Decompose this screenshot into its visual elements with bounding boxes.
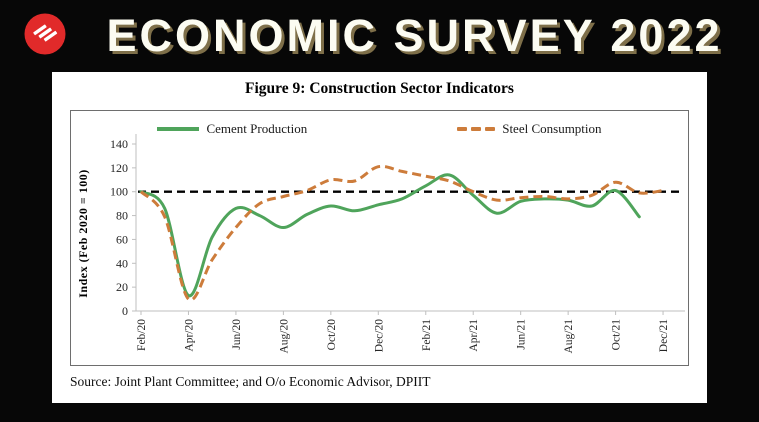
svg-text:Aug/21: Aug/21 <box>563 319 575 354</box>
svg-text:Jun/21: Jun/21 <box>516 319 528 350</box>
svg-text:Jun/20: Jun/20 <box>231 319 243 350</box>
svg-text:Aug/20: Aug/20 <box>278 319 290 354</box>
source-note: Source: Joint Plant Committee; and O/o E… <box>70 374 431 389</box>
banner: ECONOMIC SURVEY 2022 <box>0 0 759 72</box>
svg-text:Dec/20: Dec/20 <box>373 319 385 352</box>
svg-text:Oct/21: Oct/21 <box>611 319 623 351</box>
line-chart: 0 20 40 60 80 100 120 140 Feb/20 Apr/20 Jun/20 Aug/… <box>110 134 685 354</box>
legend-item-steel: Steel Consumption <box>457 121 602 137</box>
svg-text:Feb/20: Feb/20 <box>136 319 148 351</box>
logo-roundel-icon <box>24 13 66 55</box>
svg-text:80: 80 <box>116 209 128 223</box>
chart-legend: Cement Production Steel Consumption <box>71 121 688 137</box>
y-axis-title: Index (Feb 2020 = 100) <box>75 168 90 298</box>
svg-text:Apr/21: Apr/21 <box>468 319 480 352</box>
svg-text:Feb/21: Feb/21 <box>421 319 433 351</box>
banner-title: ECONOMIC SURVEY 2022 <box>106 10 723 61</box>
svg-text:120: 120 <box>110 161 128 175</box>
legend-label-cement: Cement Production <box>206 121 308 136</box>
svg-text:140: 140 <box>110 137 128 151</box>
steel-line-swatch-icon <box>457 127 496 131</box>
chart-area: Cement Production Steel Consumption Inde… <box>70 110 689 366</box>
svg-text:100: 100 <box>110 185 128 199</box>
legend-label-steel: Steel Consumption <box>502 121 602 136</box>
svg-text:Oct/20: Oct/20 <box>326 319 338 351</box>
svg-text:40: 40 <box>116 256 128 270</box>
svg-text:20: 20 <box>116 280 128 294</box>
legend-item-cement: Cement Production <box>157 121 307 137</box>
svg-text:0: 0 <box>122 304 128 318</box>
svg-text:60: 60 <box>116 232 128 246</box>
svg-text:Dec/21: Dec/21 <box>658 319 670 352</box>
indian-express-logo <box>24 13 66 55</box>
figure-title: Figure 9: Construction Sector Indicators <box>245 80 514 97</box>
svg-text:Apr/20: Apr/20 <box>183 319 195 352</box>
cement-line-swatch-icon <box>157 127 200 131</box>
figure-panel: Figure 9: Construction Sector Indicators… <box>52 72 707 403</box>
